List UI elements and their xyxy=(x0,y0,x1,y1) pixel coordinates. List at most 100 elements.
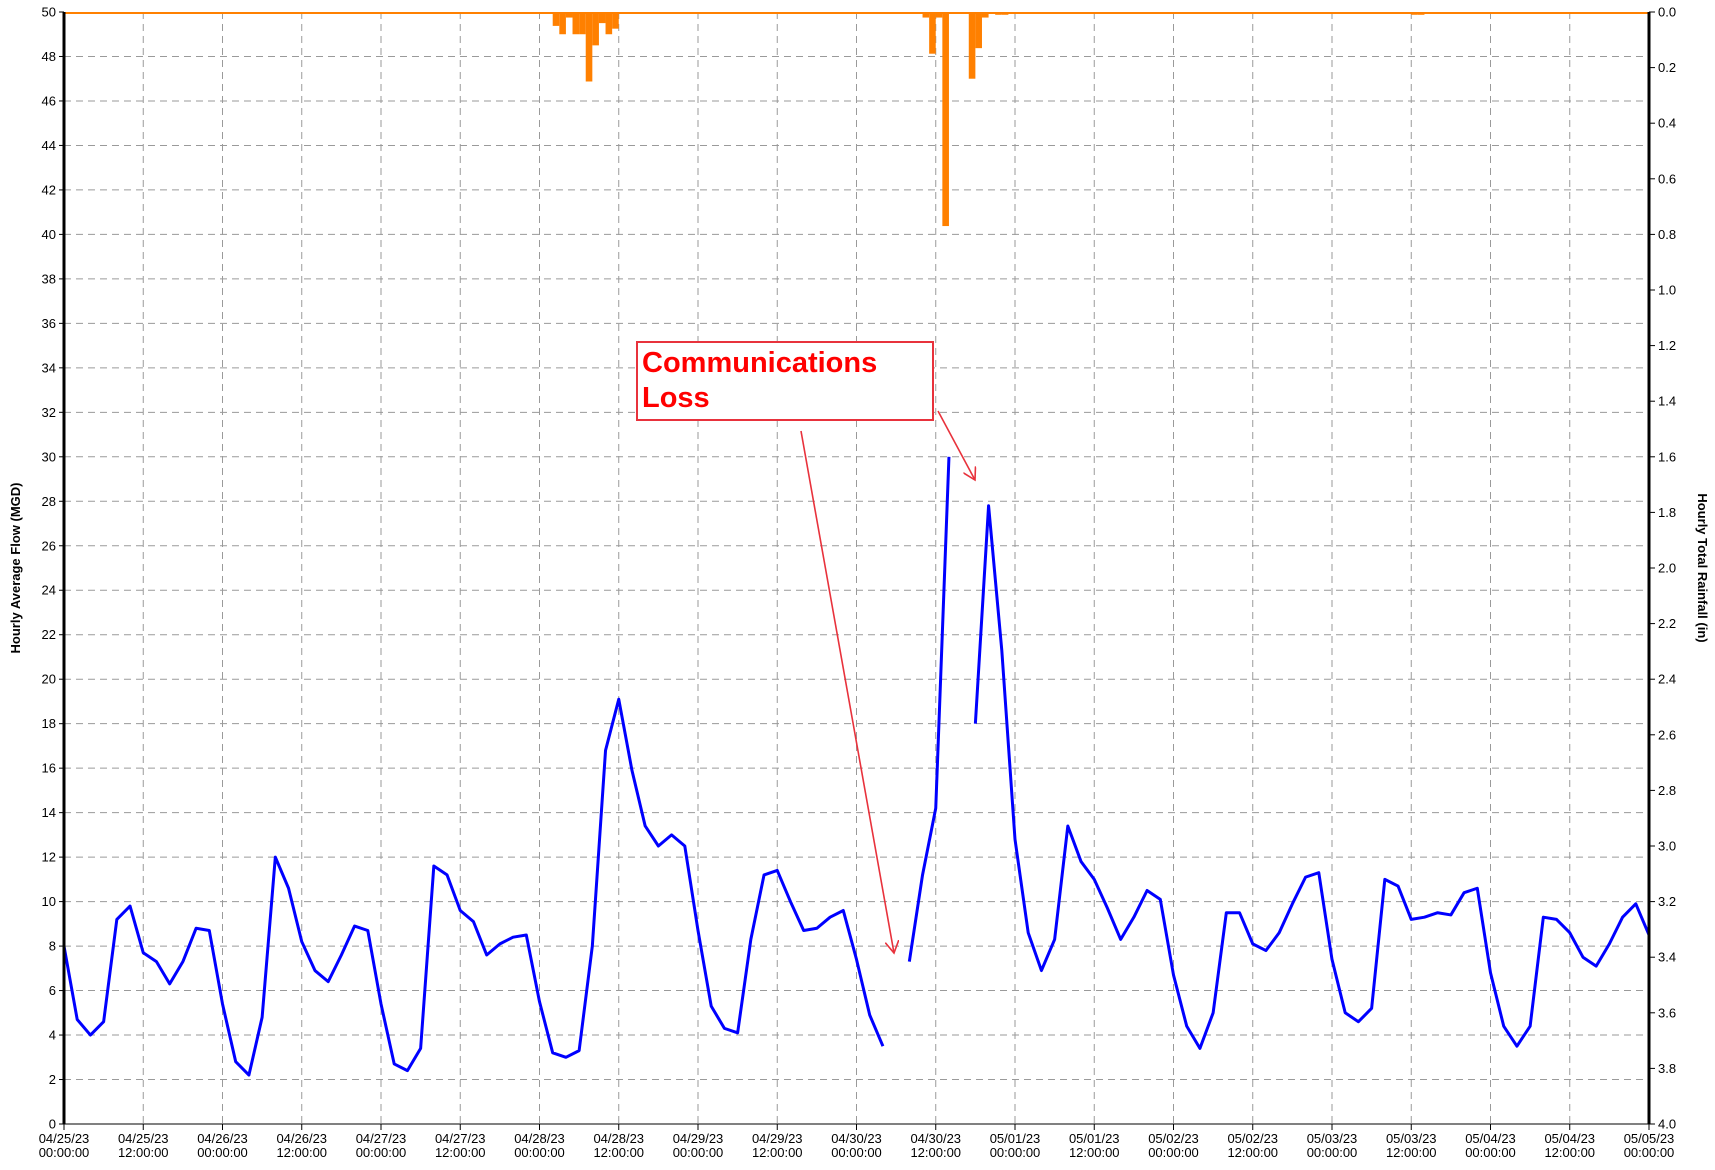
y2-tick-label: 4.0 xyxy=(1658,1117,1676,1132)
x-tick-label: 04/26/23 00:00:00 xyxy=(197,1131,248,1160)
y-tick-label: 36 xyxy=(42,316,56,331)
x-tick-label: 05/04/23 12:00:00 xyxy=(1544,1131,1595,1160)
y2-tick-label: 2.2 xyxy=(1658,616,1676,631)
x-tick-label: 05/01/23 00:00:00 xyxy=(990,1131,1041,1160)
y2-tick-label: 1.8 xyxy=(1658,505,1676,520)
y-tick-label: 26 xyxy=(42,538,56,553)
y-tick-label: 8 xyxy=(49,939,56,954)
rain-bar xyxy=(922,12,930,18)
rain-bar xyxy=(975,12,982,49)
x-tick-label: 04/25/23 00:00:00 xyxy=(39,1131,90,1160)
y-tick-label: 18 xyxy=(42,716,56,731)
y2-tick-label: 2.8 xyxy=(1658,783,1676,798)
x-tick-label: 05/03/23 12:00:00 xyxy=(1386,1131,1437,1160)
y-tick-label: 16 xyxy=(42,761,56,776)
y2-tick-label: 0.4 xyxy=(1658,116,1676,131)
y-tick-label: 38 xyxy=(42,271,56,286)
x-tick-label: 04/30/23 12:00:00 xyxy=(910,1131,961,1160)
y2-tick-label: 0.2 xyxy=(1658,60,1676,75)
annotation-arrow xyxy=(937,410,975,480)
rain-bar xyxy=(968,12,976,79)
y2-tick-label: 2.4 xyxy=(1658,672,1676,687)
y2-tick-label: 3.4 xyxy=(1658,950,1676,965)
y-tick-label: 46 xyxy=(42,93,56,108)
x-tick-label: 05/02/23 00:00:00 xyxy=(1148,1131,1199,1160)
rain-bar xyxy=(995,12,1002,15)
rain-bar xyxy=(1417,12,1425,15)
x-tick-label: 04/27/23 12:00:00 xyxy=(435,1131,486,1160)
rain-bar xyxy=(605,12,613,35)
y2-tick-label: 1.6 xyxy=(1658,449,1676,464)
rain-bar xyxy=(942,12,949,227)
y2-tick-label: 0.8 xyxy=(1658,227,1676,242)
y2-tick-label: 1.2 xyxy=(1658,338,1676,353)
flow-line xyxy=(62,697,885,1077)
y-tick-label: 40 xyxy=(42,227,56,242)
x-tick-label: 05/03/23 00:00:00 xyxy=(1307,1131,1358,1160)
y2-axis-label: Hourly Total Rainfall (in) xyxy=(1695,493,1710,642)
annotation: Communications Loss xyxy=(636,341,975,953)
flow-line xyxy=(973,504,1651,1050)
y2-tick-label: 3.2 xyxy=(1658,894,1676,909)
rain-bar xyxy=(572,12,580,35)
rain-bar xyxy=(929,12,936,54)
grid xyxy=(64,12,1649,1124)
rain-bar xyxy=(1001,12,1009,15)
y-tick-label: 28 xyxy=(42,494,56,509)
x-tick-label: 04/25/23 12:00:00 xyxy=(118,1131,169,1160)
y-tick-label: 4 xyxy=(49,1028,56,1043)
y2-tick-label: 2.6 xyxy=(1658,727,1676,742)
annotation-text: Communications Loss xyxy=(642,347,877,414)
y-tick-label: 30 xyxy=(42,449,56,464)
y2-tick-label: 0.0 xyxy=(1658,5,1676,20)
y-tick-label: 24 xyxy=(42,583,56,598)
x-tick-label: 05/05/23 00:00:00 xyxy=(1624,1131,1675,1160)
x-tick-label: 04/29/23 00:00:00 xyxy=(673,1131,724,1160)
y2-tick-label: 0.6 xyxy=(1658,171,1676,186)
y-tick-label: 48 xyxy=(42,49,56,64)
y-axis-label: Hourly Average Flow (MGD) xyxy=(8,483,23,654)
x-tick-label: 04/27/23 00:00:00 xyxy=(356,1131,407,1160)
x-tick-label: 04/30/23 00:00:00 xyxy=(831,1131,882,1160)
rain-bar xyxy=(559,12,566,35)
rain-bar xyxy=(565,12,573,18)
rain-bar xyxy=(935,12,943,18)
y-tick-label: 6 xyxy=(49,983,56,998)
y-tick-label: 44 xyxy=(42,138,56,153)
rain-bar xyxy=(585,12,593,82)
y-tick-label: 34 xyxy=(42,360,56,375)
plot-data xyxy=(62,12,1651,1077)
flow-line xyxy=(907,456,951,962)
y-tick-label: 14 xyxy=(42,805,56,820)
x-tick-label: 05/02/23 12:00:00 xyxy=(1227,1131,1278,1160)
y-tick-label: 2 xyxy=(49,1072,56,1087)
y-tick-label: 22 xyxy=(42,627,56,642)
annotation-arrow xyxy=(800,430,894,953)
x-tick-label: 04/28/23 00:00:00 xyxy=(514,1131,565,1160)
y-tick-label: 42 xyxy=(42,182,56,197)
rain-bar xyxy=(598,12,606,24)
x-tick-label: 04/26/23 12:00:00 xyxy=(276,1131,327,1160)
y2-tick-label: 2.0 xyxy=(1658,561,1676,576)
annotation-box xyxy=(636,341,934,421)
y2-tick-label: 1.0 xyxy=(1658,283,1676,298)
x-tick-label: 05/01/23 12:00:00 xyxy=(1069,1131,1120,1160)
y2-tick-label: 3.0 xyxy=(1658,839,1676,854)
y2-tick-label: 3.8 xyxy=(1658,1061,1676,1076)
y-tick-label: 50 xyxy=(42,5,56,20)
x-tick-label: 04/29/23 12:00:00 xyxy=(752,1131,803,1160)
y-tick-label: 0 xyxy=(49,1117,56,1132)
y-tick-label: 10 xyxy=(42,894,56,909)
rain-bar xyxy=(579,12,586,35)
y2-tick-label: 3.6 xyxy=(1658,1005,1676,1020)
y-tick-label: 20 xyxy=(42,672,56,687)
rain-bar xyxy=(612,12,619,29)
y-tick-label: 32 xyxy=(42,405,56,420)
rain-bar xyxy=(592,12,599,46)
axes: 0246810121416182022242628303234363840424… xyxy=(39,5,1676,1161)
y2-tick-label: 1.4 xyxy=(1658,394,1676,409)
rain-bar xyxy=(981,12,989,18)
rain-bar xyxy=(1411,12,1418,15)
rain-bar xyxy=(552,12,560,26)
